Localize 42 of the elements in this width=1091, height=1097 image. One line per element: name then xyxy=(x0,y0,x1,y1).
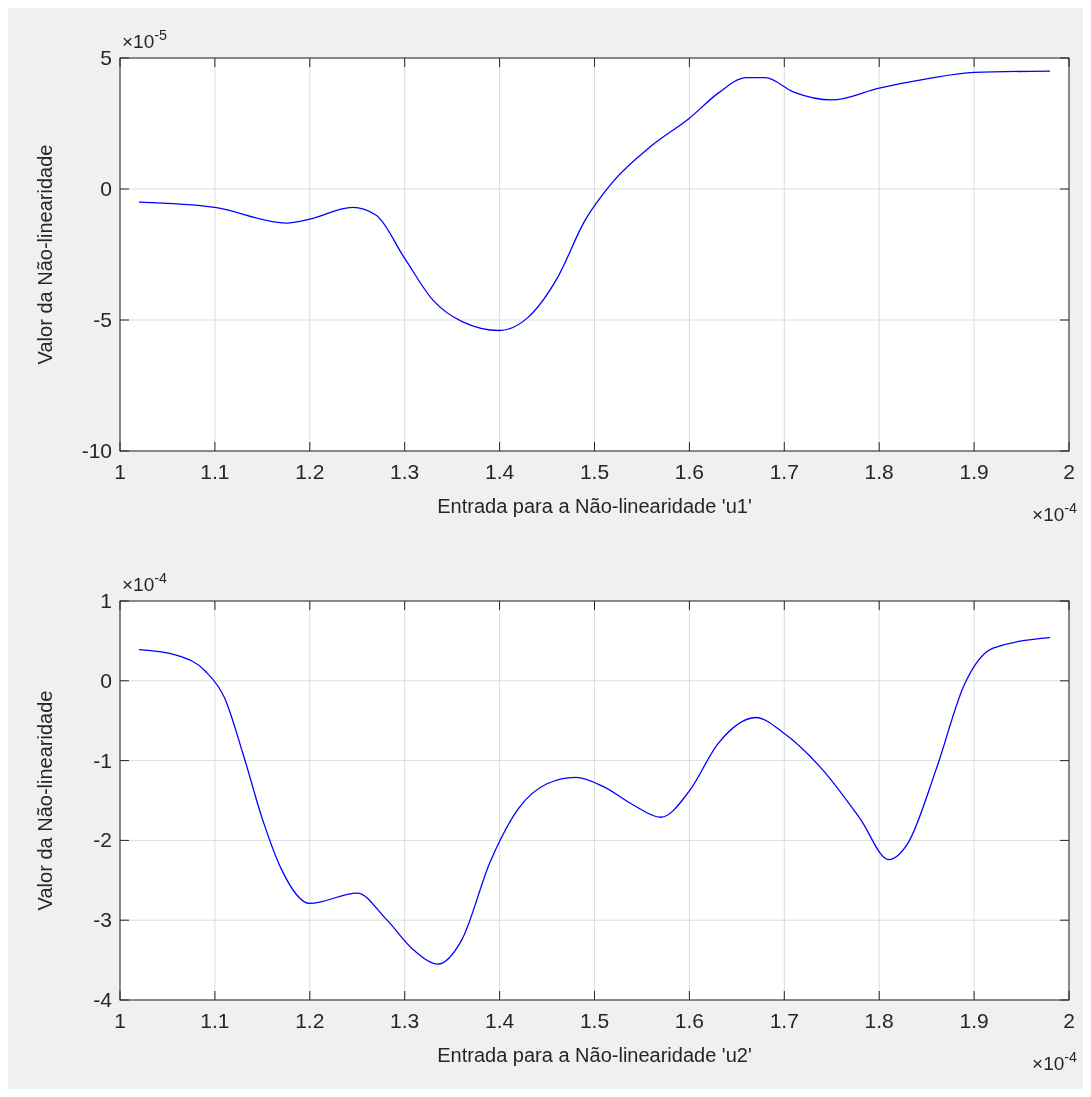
x-tick-label: 1.8 xyxy=(864,460,894,483)
text: ×10$^{-4}$ xyxy=(1032,500,1078,525)
x-tick-label: 1.2 xyxy=(295,1009,325,1032)
x-tick-label: 1 xyxy=(114,460,126,483)
x-tick-label: 1.5 xyxy=(579,460,610,483)
text: ×10$^{-4}$ xyxy=(1032,1049,1078,1074)
text: ×10$^{-4}$ xyxy=(122,570,167,595)
x-tick-label: 1.3 xyxy=(390,1009,420,1032)
y-tick-label: -1 xyxy=(93,748,112,772)
x-tick-label: 1.4 xyxy=(485,460,515,483)
x-tick-label: 1.9 xyxy=(959,1009,989,1032)
y-tick-label: 0 xyxy=(100,668,112,692)
x-tick-label: 1.6 xyxy=(674,460,704,483)
line-series xyxy=(138,70,1051,332)
x-tick-label: 1.6 xyxy=(674,1009,704,1032)
y-tick-label: 0 xyxy=(100,177,112,200)
x-tick-label: 1 xyxy=(114,1009,126,1032)
x-tick-label: 2 xyxy=(1063,460,1075,483)
x-tick-label: 1.9 xyxy=(959,460,989,483)
x-tick-label: 1.8 xyxy=(864,1009,894,1032)
y-tick-label: -4 xyxy=(93,988,113,1011)
y-tick-label: -5 xyxy=(93,308,112,331)
x-tick-label: 1.1 xyxy=(200,1009,230,1032)
y-tick-label: -3 xyxy=(93,908,112,932)
y-tick-label: -2 xyxy=(93,828,112,852)
x-tick-label: 1.7 xyxy=(769,1009,799,1032)
y-axis-title: Valor da Não-linearidade xyxy=(34,690,56,911)
y-axis-title: Valor da Não-linearidade xyxy=(34,144,56,365)
y-tick-label: -10 xyxy=(81,439,112,462)
x-tick-label: 1.4 xyxy=(485,1009,515,1032)
x-axis-title: Entrada para a Não-linearidade 'u2' xyxy=(437,1044,752,1066)
text: ×10$^{-5}$ xyxy=(122,27,167,52)
x-axis-title: Entrada para a Não-linearidade 'u1' xyxy=(437,495,752,517)
x-tick-label: 1.5 xyxy=(579,1009,610,1032)
x-tick-label: 1.7 xyxy=(769,460,799,483)
x-tick-label: 1.3 xyxy=(390,460,420,483)
y-tick-label: 5 xyxy=(100,46,112,69)
x-tick-label: 1.1 xyxy=(200,460,230,483)
y-tick-label: 1 xyxy=(100,589,112,612)
line-series xyxy=(138,637,1051,965)
x-tick-label: 2 xyxy=(1063,1009,1075,1032)
x-tick-label: 1.2 xyxy=(295,460,325,483)
